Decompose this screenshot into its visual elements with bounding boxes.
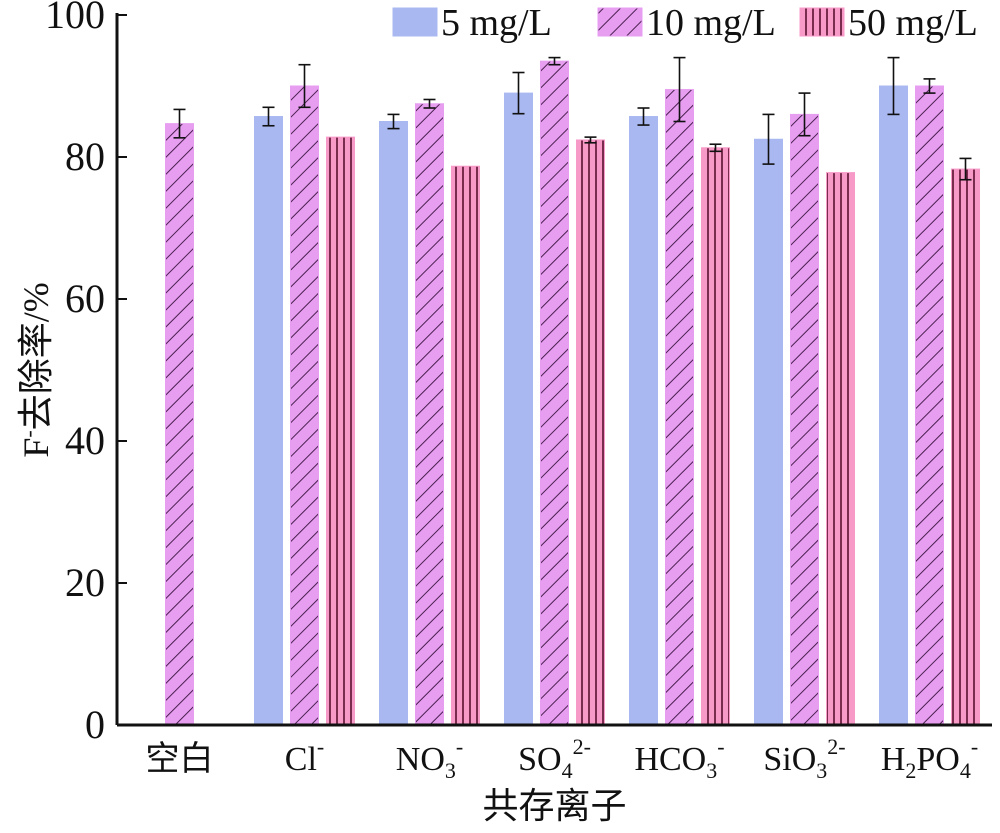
x-tick-label-part: 3 bbox=[445, 758, 456, 783]
x-tick-label-part: - bbox=[456, 734, 463, 759]
y-axis-title-main: F bbox=[16, 438, 56, 458]
error-bar bbox=[887, 56, 900, 116]
x-tick-label: SO42- bbox=[518, 734, 591, 783]
error-bar bbox=[709, 143, 722, 153]
legend-swatch-1 bbox=[392, 7, 438, 37]
y-tick-label: 0 bbox=[85, 702, 105, 747]
x-tick-label: Cl- bbox=[285, 734, 324, 778]
error-bar bbox=[673, 56, 686, 123]
error-bar bbox=[584, 136, 597, 144]
x-tick-label-part: SiO bbox=[763, 741, 816, 778]
plot-area bbox=[165, 56, 980, 726]
error-bar bbox=[637, 107, 650, 126]
error-bar bbox=[959, 157, 972, 181]
error-bar bbox=[548, 56, 561, 66]
x-tick-label-part: NO bbox=[396, 741, 445, 778]
y-tick-label: 100 bbox=[45, 0, 105, 37]
x-tick-labels: 空白 Cl- NO3- SO42- HCO3- SiO32- H2PO4- bbox=[146, 734, 979, 783]
bar-1-7 bbox=[879, 85, 908, 726]
bar-2-1 bbox=[165, 123, 194, 726]
y-axis-title-sup: - bbox=[16, 430, 41, 437]
x-tick-label-part: Cl bbox=[285, 741, 317, 778]
y-tick-label: 40 bbox=[65, 418, 105, 463]
error-bar bbox=[173, 108, 186, 139]
bar-1-4 bbox=[504, 92, 533, 726]
bar-3-6 bbox=[826, 172, 855, 726]
x-tick-label-part: 2- bbox=[573, 734, 591, 759]
bar-1-6 bbox=[754, 138, 783, 726]
y-axis-title-rest: 去除率/% bbox=[16, 282, 56, 430]
x-tick-label-part: - bbox=[717, 734, 724, 759]
x-tick-label-part: 3 bbox=[816, 758, 827, 783]
bar-2-4 bbox=[540, 60, 569, 726]
legend-label-2: 10 mg/L bbox=[646, 2, 776, 44]
bar-3-4 bbox=[576, 139, 605, 726]
bar-2-3 bbox=[415, 103, 444, 726]
x-tick-label-part: 2- bbox=[827, 734, 845, 759]
bar-1-5 bbox=[629, 116, 658, 726]
x-tick-label-part: 2 bbox=[905, 758, 916, 783]
x-tick-label-part: PO bbox=[916, 741, 959, 778]
bar-2-5 bbox=[665, 89, 694, 726]
x-tick-label: HCO3- bbox=[634, 734, 724, 783]
y-tick-label: 80 bbox=[65, 134, 105, 179]
error-bar bbox=[298, 63, 311, 109]
error-bar bbox=[512, 71, 525, 115]
bar-3-2 bbox=[326, 136, 355, 726]
x-tick-label-part: SO bbox=[518, 741, 561, 778]
x-tick-label-part: 4 bbox=[960, 758, 971, 783]
error-bar bbox=[798, 92, 811, 137]
bar-1-3 bbox=[379, 121, 408, 726]
x-axis-title: 共存离子 bbox=[482, 786, 626, 826]
x-tick-label-part: HCO bbox=[634, 741, 706, 778]
legend-swatch-3 bbox=[799, 7, 845, 37]
x-tick-label: H2PO4- bbox=[881, 734, 978, 783]
bar-2-6 bbox=[790, 113, 819, 726]
x-tick-label-part: 3 bbox=[706, 758, 717, 783]
error-bar bbox=[423, 98, 436, 109]
legend: 5 mg/L 10 mg/L 50 mg/L bbox=[392, 2, 978, 44]
legend-label-3: 50 mg/L bbox=[848, 2, 978, 44]
bar-2-7 bbox=[915, 85, 944, 726]
bar-3-7 bbox=[951, 168, 980, 726]
x-tick-label: 空白 bbox=[146, 740, 214, 778]
y-ticks: 0 20 40 60 80 100 bbox=[45, 0, 127, 747]
x-tick-label: NO3- bbox=[396, 734, 463, 783]
bar-1-2 bbox=[254, 116, 283, 726]
x-tick-label-part: 空白 bbox=[146, 740, 214, 778]
x-tick-label-part: - bbox=[317, 734, 324, 759]
bar-2-2 bbox=[290, 85, 319, 726]
legend-swatch-2 bbox=[597, 7, 643, 37]
bar-3-3 bbox=[451, 165, 480, 726]
bar-3-5 bbox=[701, 147, 730, 726]
y-tick-label: 60 bbox=[65, 276, 105, 321]
x-tick-label-part: - bbox=[971, 734, 978, 759]
legend-label-1: 5 mg/L bbox=[441, 2, 552, 44]
error-bar bbox=[387, 113, 400, 130]
x-tick-label-part: H bbox=[881, 741, 906, 778]
error-bar bbox=[262, 106, 275, 127]
error-bar bbox=[762, 113, 775, 165]
x-tick-label-part: 4 bbox=[562, 758, 573, 783]
x-tick-label: SiO32- bbox=[763, 734, 845, 783]
y-axis-title: F-去除率/% bbox=[16, 282, 57, 457]
error-bar bbox=[923, 78, 936, 94]
y-tick-label: 20 bbox=[65, 560, 105, 605]
